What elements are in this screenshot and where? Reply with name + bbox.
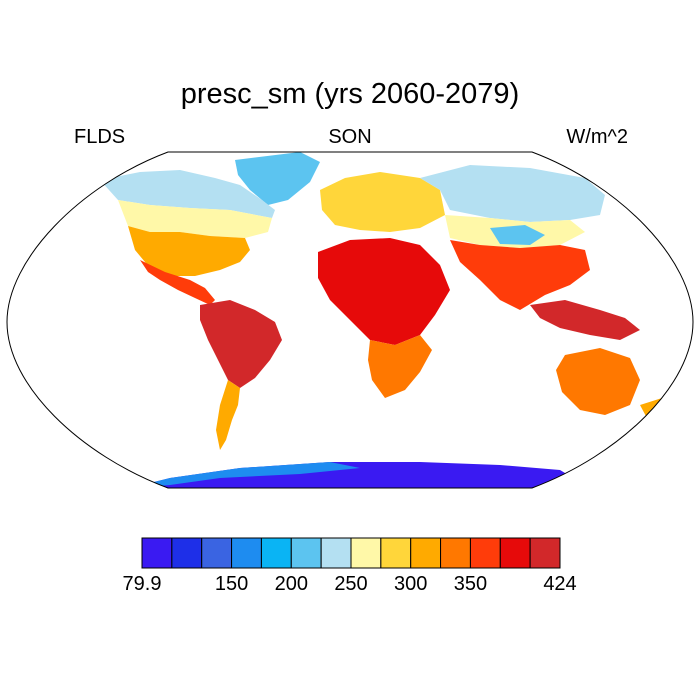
region-africa — [318, 238, 450, 345]
region-north-america-mid — [118, 200, 272, 238]
region-south-america — [200, 300, 282, 388]
region-southern-africa — [368, 335, 432, 398]
region-greenland — [235, 152, 320, 205]
region-europe — [320, 172, 445, 232]
colorbar-label: 79.9 — [122, 573, 162, 595]
colorbar-swatch — [141, 537, 173, 569]
region-antarctic-coast — [130, 462, 360, 488]
colorbar-swatch — [171, 537, 203, 569]
colorbar-swatch — [410, 537, 442, 569]
colorbar-label: 300 — [394, 573, 428, 595]
colorbar-swatch — [320, 537, 352, 569]
region-siberia — [420, 165, 605, 222]
colorbar-label: 350 — [453, 573, 488, 595]
units-label: W/m^2 — [566, 126, 628, 148]
region-tibet — [490, 225, 545, 245]
map-land-group — [100, 152, 668, 488]
region-australia — [556, 348, 640, 415]
colorbar-swatch — [290, 537, 322, 569]
colorbar-label: 200 — [274, 573, 308, 595]
region-arctic-canada — [100, 170, 275, 218]
colorbar-swatch — [350, 537, 382, 569]
colorbar-label: 424 — [543, 573, 577, 595]
colorbar — [141, 537, 561, 569]
region-indonesia — [530, 300, 640, 340]
region-central-america — [140, 260, 215, 305]
colorbar-swatch — [231, 537, 262, 569]
region-new-zealand — [640, 398, 668, 420]
colorbar-swatch — [380, 537, 412, 569]
colorbar-label: 150 — [214, 573, 249, 595]
colorbar-label: 250 — [334, 573, 368, 595]
colorbar-swatch — [201, 537, 233, 569]
globe-outline — [6, 151, 694, 489]
colorbar-swatch — [440, 537, 471, 569]
season-label: SON — [328, 126, 372, 148]
region-patagonia — [216, 380, 240, 450]
region-north-america-south — [128, 226, 250, 276]
colorbar-swatch — [260, 537, 292, 569]
region-south-asia — [450, 240, 590, 310]
colorbar-swatch — [469, 537, 501, 569]
variable-label: FLDS — [74, 126, 126, 148]
map-title: presc_sm (yrs 2060-2079) — [180, 78, 520, 110]
colorbar-swatch — [529, 537, 561, 569]
colorbar-swatch — [499, 537, 531, 569]
